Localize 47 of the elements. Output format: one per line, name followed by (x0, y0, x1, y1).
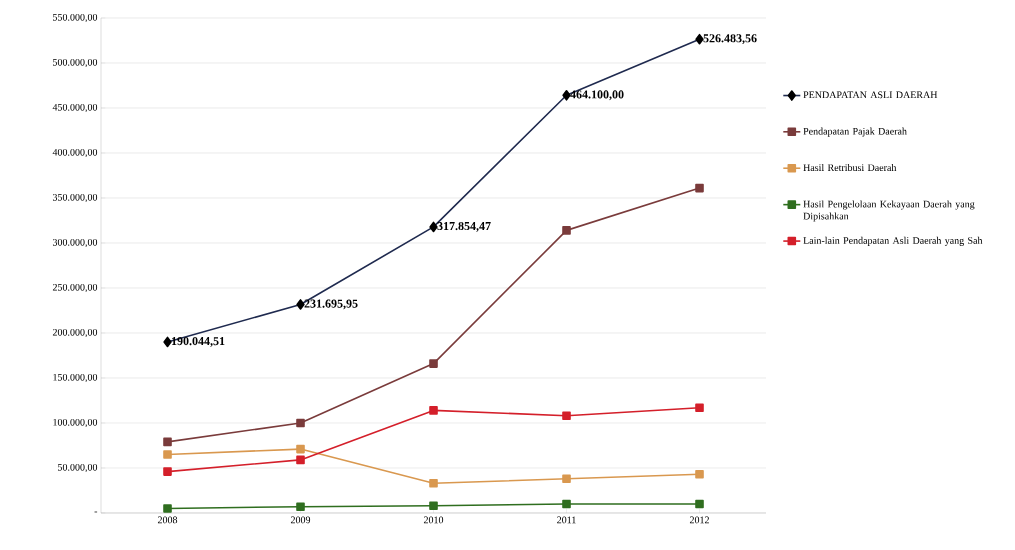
point (695, 403, 704, 412)
y-tick-label: 400.000,00 (52, 148, 98, 158)
point (562, 411, 571, 421)
legend-label: Lain-lain Pendapatan Asli Daerah yang Sah (803, 236, 983, 246)
y-tick-label: - (94, 511, 98, 513)
point (163, 467, 172, 476)
legend-label: PENDAPATAN ASLI DAERAH (803, 91, 938, 99)
point (562, 499, 571, 509)
legend-label: Pendapatan Pajak Daerah (803, 127, 907, 137)
legend-label: Hasil Retribusi Daerah (803, 164, 897, 172)
point (562, 474, 571, 484)
point (163, 437, 172, 447)
data-label: 464.100,00 (570, 90, 624, 101)
y-tick-label: 50.000,00 (58, 463, 98, 473)
point (429, 359, 438, 368)
point (429, 478, 438, 488)
data-label: 317.854,47 (437, 221, 491, 232)
x-tick-label: 2010 (423, 516, 444, 524)
y-tick-label: 100.000,00 (53, 418, 98, 428)
y-tick-label: 350.000,00 (52, 193, 98, 203)
point (429, 501, 438, 511)
point (163, 504, 172, 513)
point (429, 406, 438, 415)
y-tick-label: 300.000,00 (52, 238, 98, 248)
y-tick-label: 200.000,00 (52, 328, 98, 338)
legend-label: Hasil Pengelolaan Kekayaan Daerah yang Dipisahkan (803, 200, 975, 222)
y-tick-label: 150.000,00 (53, 373, 98, 383)
point (296, 418, 305, 428)
x-tick-label: 2012 (689, 516, 709, 524)
data-label: 231.695,95 (304, 299, 358, 310)
data-label: 526.483,56 (703, 34, 757, 45)
point (296, 502, 305, 511)
point (695, 183, 704, 193)
y-tick-label: 500.000,00 (53, 58, 98, 68)
point (296, 444, 305, 454)
y-tick-label: 250.000,00 (52, 283, 98, 293)
point (695, 469, 704, 479)
point (562, 226, 571, 235)
point (163, 450, 172, 459)
point (296, 455, 305, 465)
x-tick-label: 2011 (557, 516, 576, 524)
y-tick-label: 450.000,00 (52, 103, 98, 113)
point (695, 499, 704, 509)
y-tick-label: 550.000,00 (53, 13, 98, 23)
x-tick-label: 2008 (157, 516, 178, 524)
x-tick-label: 2009 (290, 516, 311, 524)
data-label: 190.044,51 (172, 337, 225, 347)
